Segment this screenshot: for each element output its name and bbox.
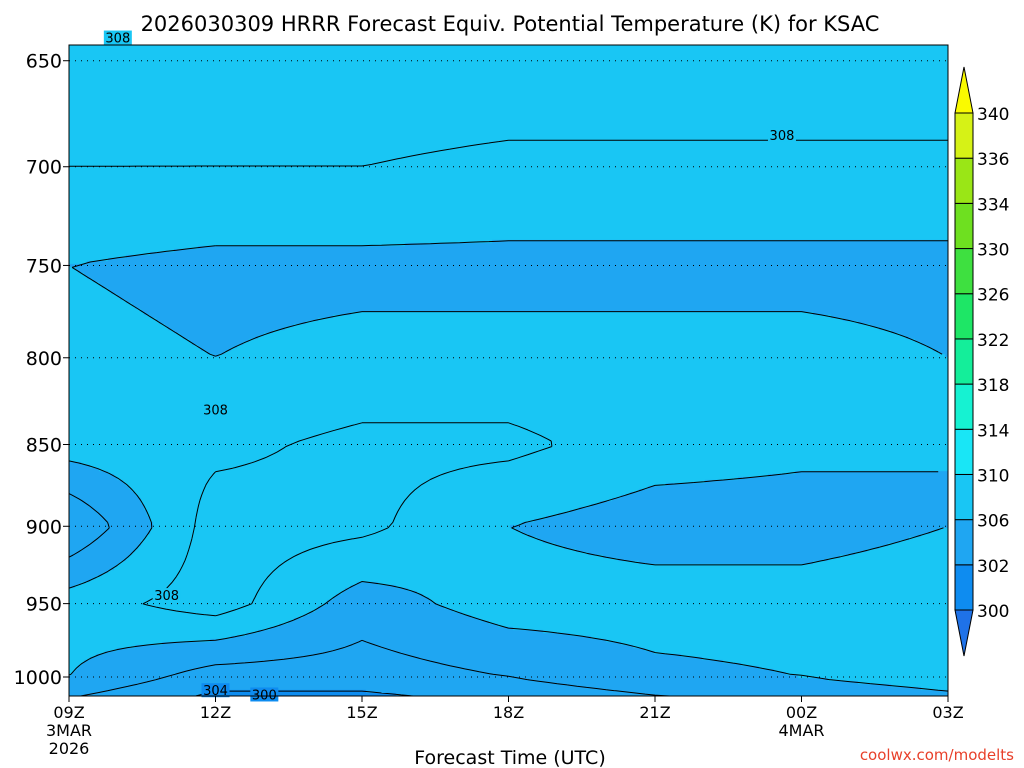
x-tick-label: 12Z [200,703,231,722]
contour-labels: 324320316312308308308308304300 [103,30,796,703]
colorbar-label: 334 [977,195,1009,215]
y-tick-label: 650 [26,51,62,73]
credit-link[interactable]: coolwx.com/modelts [860,746,1014,764]
y-tick-label: 800 [26,348,62,370]
colorbar: 300 302 306 310 314 318 322 326 330 334 336 340 [954,66,1009,657]
colorbar-swatch [954,157,974,204]
colorbar-label: 326 [977,286,1009,306]
contour-label-bg [152,588,181,603]
plot-area [69,45,948,696]
contour-308 [69,139,948,617]
x-tick-label: 18Z [493,703,524,722]
contour-304 [68,493,670,697]
contour-label: 308 [203,403,228,418]
colorbar-swatch [954,293,974,340]
contour-lines [68,139,949,697]
colorbar-label: 322 [977,331,1009,351]
colorbar-swatch [954,112,974,159]
contour-label-bg [250,687,279,702]
x-tick-label: 21Z [639,703,670,722]
y-tick-label: 1000 [14,667,62,689]
contour-label: 304 [203,684,228,699]
colorbar-swatch [954,202,974,250]
y-tick-label: 750 [26,255,62,277]
colorbar-swatch [954,248,974,295]
y-tick-label: 900 [26,516,62,538]
colorbar-label: 336 [977,150,1009,170]
x-tick-year: 2026 [49,739,90,758]
contour-label: 308 [105,32,130,47]
contour-label-bg [201,683,230,698]
colorbar-label: 340 [977,105,1009,125]
contour-label-bg [201,402,230,417]
colorbar-swatch [954,519,974,566]
colorbar-over-triangle [954,66,974,114]
contour-label: 308 [154,589,179,604]
x-tick-label: 09Z [53,703,84,722]
colorbar-label: 306 [977,512,1009,532]
x-tick-date: 4MAR [778,721,824,740]
chart-title: 2026030309 HRRR Forecast Equiv. Potentia… [141,12,880,36]
colorbar-label: 330 [977,241,1009,261]
colorbar-swatch [954,338,974,385]
colorbar-swatch [954,564,974,611]
colorbar-label: 310 [977,466,1009,486]
x-tick-label: 03Z [932,703,963,722]
x-tick-label: 00Z [786,703,817,722]
colorbar-swatch [954,383,974,430]
y-tick-label: 950 [26,594,62,616]
contour-label-bg [103,30,132,45]
y-axis: 2503003504004505005506006507007508008509… [14,51,69,689]
contour-306 [68,240,949,692]
y-tick-label: 700 [26,157,62,179]
pressure-gridlines [69,60,948,678]
colorbar-under-triangle [954,609,974,657]
colorbar-swatch [954,473,974,521]
colorbar-swatch [954,428,974,475]
y-tick-label: 850 [26,435,62,457]
x-tick-date: 3MAR [46,721,92,740]
colorbar-label: 300 [977,602,1009,622]
colorbar-label: 302 [977,557,1009,577]
contour-label: 308 [770,129,795,144]
theta-e-shaded-field [69,45,948,696]
x-tick-label: 15Z [346,703,377,722]
colorbar-label: 318 [977,376,1009,396]
contour-label-bg [767,127,796,142]
x-axis-title: Forecast Time (UTC) [414,747,605,768]
colorbar-label: 314 [977,421,1009,441]
